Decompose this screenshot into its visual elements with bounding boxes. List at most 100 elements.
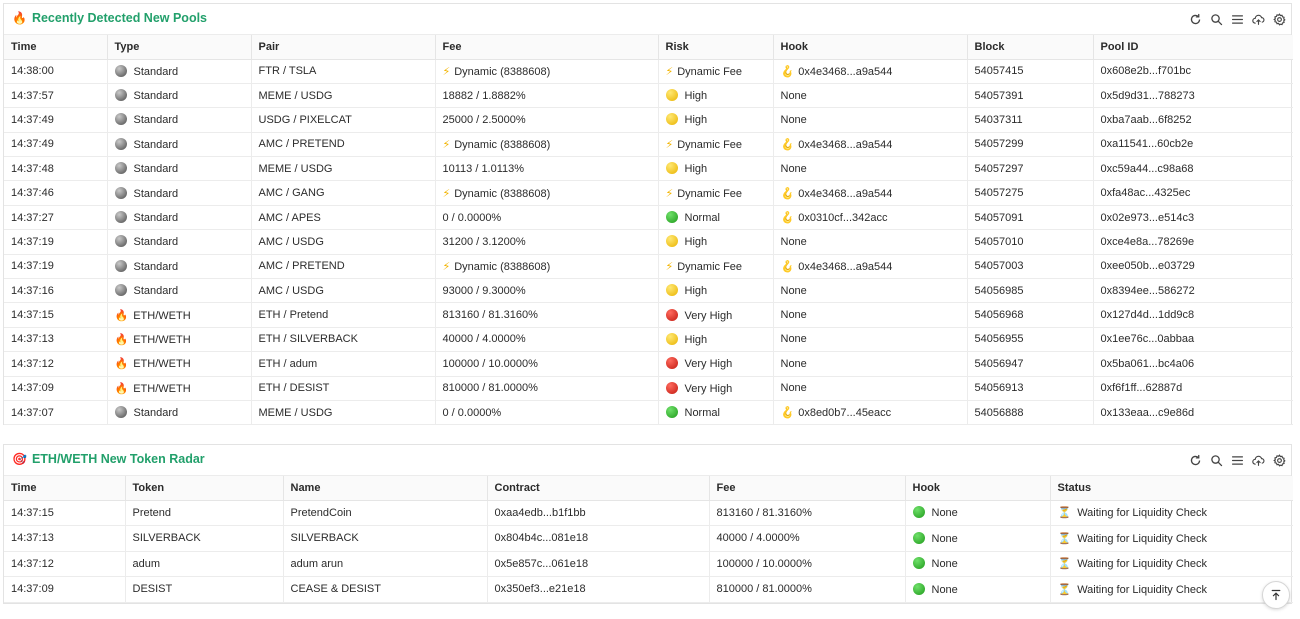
hook-value: None — [780, 309, 807, 322]
column-header-time[interactable]: Time — [4, 476, 126, 501]
pair-value: USDG / PIXELCAT — [258, 113, 352, 126]
cell-hook: None — [773, 351, 968, 377]
radar-table-body: 14:37:15 Pretend PretendCoin 0xaa4edb...b1f… — [4, 500, 1293, 603]
refresh-icon[interactable] — [1187, 452, 1203, 468]
red-circle-icon — [665, 357, 678, 370]
standard-pool-icon — [114, 186, 127, 199]
table-row[interactable]: 14:38:00 Standard FTR / TSLA ⚡ Dynamic (8388… — [4, 59, 1293, 84]
column-header-risk[interactable]: Risk — [658, 35, 774, 60]
hook-value: None — [780, 357, 807, 370]
gear-icon[interactable] — [1271, 11, 1287, 27]
block-value: 54057091 — [974, 211, 1024, 224]
type-value: Standard — [133, 285, 179, 298]
standard-pool-icon — [114, 113, 127, 126]
pool-id-value: 0xf6f1ff...62887d — [1100, 382, 1183, 395]
cell-fee: 813160 / 81.3160% — [709, 500, 906, 526]
table-row[interactable]: 14:37:16 Standard AMC / USDG 93000 / 9.3000… — [4, 278, 1293, 304]
column-header-pool-id[interactable]: Pool ID — [1093, 35, 1293, 60]
table-row[interactable]: 14:37:46 Standard AMC / GANG ⚡ Dynamic (8388… — [4, 180, 1293, 206]
column-header-token[interactable]: Token — [125, 476, 284, 501]
contract-value: 0x804b4c...081e18 — [494, 532, 589, 545]
column-header-status[interactable]: Status — [1050, 476, 1293, 501]
cloud-upload-icon[interactable] — [1250, 452, 1266, 468]
cell-name: CEASE & DESIST — [283, 576, 488, 603]
column-header-fee[interactable]: Fee — [435, 35, 659, 60]
table-row[interactable]: 14:37:27 Standard AMC / APES 0 / 0.0000% Nor… — [4, 205, 1293, 231]
pool-id-value: 0xfa48ac...4325ec — [1100, 187, 1191, 200]
pair-value: AMC / APES — [258, 211, 321, 224]
cell-time: 14:37:49 — [4, 132, 108, 158]
cell-block: 54057091 — [967, 205, 1094, 231]
risk-value: Normal — [684, 212, 720, 225]
standard-pool-icon — [114, 89, 127, 102]
scroll-to-top-button[interactable] — [1262, 581, 1290, 609]
lightning-icon: ⚡ — [665, 65, 674, 78]
column-header-type[interactable]: Type — [107, 35, 252, 60]
radar-toolbar — [1187, 452, 1287, 468]
radar-table: Time Token Name Contract Fee Hook Status 14:37… — [4, 476, 1293, 603]
table-row[interactable]: 14:37:15 🔥 ETH/WETH ETH / Pretend 813160 / 8… — [4, 302, 1293, 328]
table-row[interactable]: 14:37:13 🔥 ETH/WETH ETH / SILVERBACK 40000 /… — [4, 327, 1293, 353]
hook-icon: 🪝 — [780, 407, 795, 420]
cell-pair: ETH / Pretend — [251, 302, 436, 328]
pool-id-value: 0x02e973...e514c3 — [1100, 211, 1195, 224]
cell-pool-id: 0xfa48ac...4325ec — [1093, 180, 1293, 206]
column-header-name[interactable]: Name — [283, 476, 488, 501]
cell-time: 14:37:13 — [4, 525, 126, 552]
table-row[interactable]: 14:37:09 DESIST CEASE & DESIST 0x350ef3...e… — [4, 576, 1293, 603]
type-value: ETH/WETH — [133, 309, 191, 322]
cell-risk: ⚡ Dynamic Fee — [658, 59, 774, 84]
fee-value: 0 / 0.0000% — [442, 406, 502, 419]
cell-risk: High — [658, 83, 774, 109]
table-row[interactable]: 14:37:19 Standard AMC / PRETEND ⚡ Dynamic (8… — [4, 254, 1293, 280]
menu-icon[interactable] — [1229, 11, 1245, 27]
cell-fee: 25000 / 2.5000% — [435, 107, 659, 133]
cell-hook: 🪝 0x8ed0b7...45eacc — [773, 400, 968, 426]
table-row[interactable]: 14:37:19 Standard AMC / USDG 31200 / 3.1200… — [4, 229, 1293, 255]
cell-hook: None — [905, 525, 1051, 552]
fee-value: 93000 / 9.3000% — [442, 284, 526, 297]
column-header-time[interactable]: Time — [4, 35, 108, 60]
pool-id-value: 0x8394ee...586272 — [1100, 284, 1195, 297]
cell-block: 54056985 — [967, 278, 1094, 304]
gear-icon[interactable] — [1271, 452, 1287, 468]
fire-icon: 🔥 — [114, 309, 129, 322]
table-row[interactable]: 14:37:13 SILVERBACK SILVERBACK 0x804b4c...0… — [4, 525, 1293, 552]
search-icon[interactable] — [1208, 11, 1224, 27]
column-header-hook[interactable]: Hook — [773, 35, 968, 60]
green-circle-icon — [912, 557, 925, 570]
search-icon[interactable] — [1208, 452, 1224, 468]
cell-hook: None — [773, 278, 968, 304]
cell-fee: 18882 / 1.8882% — [435, 83, 659, 109]
table-row[interactable]: 14:37:49 Standard USDG / PIXELCAT 25000 / 2… — [4, 107, 1293, 133]
table-row[interactable]: 14:37:48 Standard MEME / USDG 10113 / 1.011… — [4, 156, 1293, 182]
table-row[interactable]: 14:37:12 🔥 ETH/WETH ETH / adum 100000 / 10.0… — [4, 351, 1293, 377]
table-row[interactable]: 14:37:49 Standard AMC / PRETEND ⚡ Dynamic (8… — [4, 132, 1293, 158]
table-row[interactable]: 14:37:07 Standard MEME / USDG 0 / 0.0000% No… — [4, 400, 1293, 426]
column-header-hook[interactable]: Hook — [905, 476, 1051, 501]
cell-risk: Normal — [658, 205, 774, 231]
table-row[interactable]: 14:37:15 Pretend PretendCoin 0xaa4edb...b1f… — [4, 500, 1293, 526]
hourglass-icon: ⏳ — [1057, 532, 1072, 545]
table-row[interactable]: 14:37:57 Standard MEME / USDG 18882 / 1.888… — [4, 83, 1293, 109]
column-header-fee[interactable]: Fee — [709, 476, 906, 501]
cell-type: Standard — [107, 59, 252, 84]
table-row[interactable]: 14:37:12 adum adum arun 0x5e857c...061e18 10… — [4, 551, 1293, 577]
yellow-circle-icon — [665, 235, 678, 248]
cell-block: 54057003 — [967, 254, 1094, 280]
cell-pool-id: 0x608e2b...f701bc — [1093, 59, 1293, 84]
table-row[interactable]: 14:37:09 🔥 ETH/WETH ETH / DESIST 810000 / 81… — [4, 376, 1293, 401]
menu-icon[interactable] — [1229, 452, 1245, 468]
hook-value: 0x4e3468...a9a544 — [798, 65, 893, 78]
cell-fee: ⚡ Dynamic (8388608) — [435, 59, 659, 84]
cell-block: 54056955 — [967, 327, 1094, 353]
red-circle-icon — [665, 308, 678, 321]
pool-id-value: 0x5d9d31...788273 — [1100, 89, 1195, 102]
refresh-icon[interactable] — [1187, 11, 1203, 27]
column-header-contract[interactable]: Contract — [487, 476, 710, 501]
cell-fee: 0 / 0.0000% — [435, 205, 659, 231]
column-header-block[interactable]: Block — [967, 35, 1094, 60]
column-header-pair[interactable]: Pair — [251, 35, 436, 60]
cloud-upload-icon[interactable] — [1250, 11, 1266, 27]
pools-table-body: 14:38:00 Standard FTR / TSLA ⚡ Dynamic (8388… — [4, 59, 1293, 426]
